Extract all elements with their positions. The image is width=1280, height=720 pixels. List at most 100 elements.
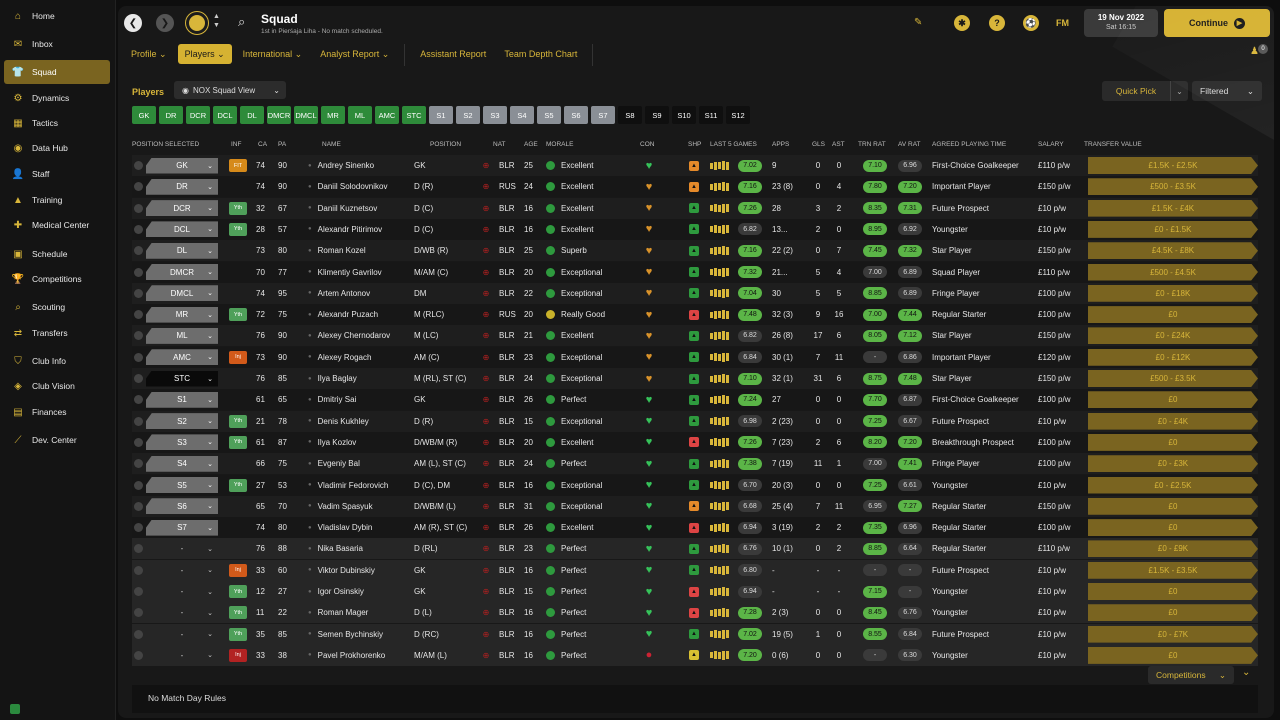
column-header[interactable]: APPS [772, 141, 790, 148]
transfer-value[interactable]: £0 - £9K [1088, 540, 1258, 558]
sidebar-item-squad[interactable]: 👕 Squad [4, 60, 110, 84]
transfer-value[interactable]: £500 - £3.5K [1088, 370, 1258, 387]
column-header[interactable]: GLS [812, 141, 826, 148]
position-dropdown[interactable]: - ⌄ [146, 647, 218, 663]
position-button-s5[interactable]: S5 [537, 106, 561, 124]
player-name[interactable]: Semen Bychinskiy [308, 624, 418, 645]
select-checkbox[interactable] [134, 374, 143, 383]
player-name[interactable]: Ilya Baglay [308, 368, 418, 389]
position-dropdown[interactable]: MR ⌄ [146, 306, 218, 323]
column-header[interactable]: CON [640, 141, 655, 148]
position-button-dmcr[interactable]: DMCR [267, 106, 291, 124]
tab-players[interactable]: Players ⌄ [177, 44, 232, 64]
status-badge[interactable]: Yth [229, 201, 247, 215]
player-name[interactable]: Andrey Sinenko [308, 155, 418, 176]
position-dropdown[interactable]: S1 ⌄ [146, 391, 218, 408]
transfer-value[interactable]: £0 - £24K [1088, 327, 1258, 345]
select-checkbox[interactable] [134, 650, 143, 660]
status-badge[interactable]: Yth [229, 222, 247, 236]
player-name[interactable]: Roman Mager [308, 602, 418, 623]
select-checkbox[interactable] [134, 459, 143, 469]
select-checkbox[interactable] [134, 288, 143, 298]
sidebar-item-scouting[interactable]: ⌕ Scouting [4, 295, 110, 319]
select-checkbox[interactable] [134, 523, 143, 533]
position-button-s3[interactable]: S3 [483, 106, 507, 124]
collapse-chevron-icon[interactable]: ⌄ [1242, 667, 1251, 678]
tab-profile[interactable]: Profile ⌄ [131, 48, 167, 59]
forward-button[interactable]: ❯ [156, 14, 174, 32]
transfer-value[interactable]: £0 - £1.5K [1088, 220, 1258, 238]
position-dropdown[interactable]: - ⌄ [146, 541, 218, 557]
player-name[interactable]: Alexandr Pitirimov [308, 219, 418, 240]
player-name[interactable]: Viktor Dubinskiy [308, 560, 418, 581]
club-crest-icon[interactable] [186, 12, 208, 34]
chevron-down-icon[interactable]: ⌄ [1170, 81, 1188, 101]
column-header[interactable]: CA [258, 141, 268, 148]
status-badge[interactable]: Yth [229, 606, 247, 620]
sidebar-item-medical-center[interactable]: ✚ Medical Center [4, 213, 110, 237]
player-name[interactable]: Denis Kukhley [308, 411, 418, 432]
transfer-value[interactable]: £0 - £2.5K [1088, 476, 1258, 494]
position-button-s12[interactable]: S12 [726, 106, 750, 124]
column-header[interactable]: TRN RAT [858, 141, 886, 148]
quick-pick-button[interactable]: Quick Pick ⌄ [1102, 81, 1188, 101]
sidebar-item-schedule[interactable]: ▣ Schedule [4, 242, 110, 266]
sidebar-item-training[interactable]: ▲ Training [4, 188, 110, 212]
player-name[interactable]: Klimentiy Gavrilov [308, 262, 418, 283]
player-name[interactable]: Alexey Chernodarov [308, 325, 418, 346]
edit-icon[interactable]: ✎ [914, 17, 923, 28]
column-header[interactable]: POSITION [430, 141, 462, 148]
status-badge[interactable]: Yth [229, 478, 247, 492]
continue-button[interactable]: Continue ▶ [1164, 9, 1270, 37]
view-selector[interactable]: ◉ NOX Squad View ⌄ [174, 81, 286, 99]
select-checkbox[interactable] [134, 501, 143, 511]
tab-analyst-report[interactable]: Analyst Report ⌄ [320, 48, 390, 59]
column-header[interactable]: NAME [322, 141, 341, 148]
table-row[interactable]: GK⌄FIT7490Andrey SinenkoGK⊕BLR25Excellen… [132, 155, 1258, 176]
select-checkbox[interactable] [134, 161, 143, 170]
position-button-dcr[interactable]: DCR [186, 106, 210, 124]
status-badge[interactable]: FIT [229, 159, 247, 172]
column-header[interactable]: AGE [524, 141, 538, 148]
status-badge[interactable]: Yth [229, 414, 247, 428]
transfer-value[interactable]: £0 [1088, 583, 1258, 600]
sidebar-item-finances[interactable]: ▤ Finances [4, 400, 110, 424]
sidebar-item-dev-center[interactable]: ⟋ Dev. Center [4, 428, 110, 452]
table-row[interactable]: -⌄Inj3360Viktor DubinskiyGK⊕BLR16Perfect… [132, 559, 1258, 581]
position-button-s2[interactable]: S2 [456, 106, 480, 124]
position-button-dmcl[interactable]: DMCL [294, 106, 318, 124]
select-checkbox[interactable] [134, 224, 143, 234]
position-dropdown[interactable]: DCL ⌄ [146, 221, 218, 238]
player-name[interactable]: Daniil Solodovnikov [308, 176, 418, 197]
sidebar-item-club-info[interactable]: ⛉ Club Info [4, 349, 110, 373]
tab-international[interactable]: International ⌄ [242, 48, 303, 59]
position-button-dl[interactable]: DL [240, 106, 264, 124]
status-badge[interactable]: Inj [229, 563, 247, 577]
player-name[interactable]: Alexey Rogach [308, 347, 418, 368]
position-dropdown[interactable]: DR ⌄ [146, 178, 218, 195]
status-icon[interactable] [10, 704, 20, 714]
select-checkbox[interactable] [134, 352, 143, 362]
position-dropdown[interactable]: GK ⌄ [146, 157, 218, 174]
position-dropdown[interactable]: DCR ⌄ [146, 200, 218, 217]
position-dropdown[interactable]: S5 ⌄ [146, 477, 218, 493]
position-dropdown[interactable]: - ⌄ [146, 605, 218, 621]
notification-icon[interactable]: ♟ [1250, 46, 1259, 57]
select-checkbox[interactable] [134, 203, 143, 213]
position-button-stc[interactable]: STC [402, 106, 426, 124]
column-header[interactable]: POSITION SELECTED [132, 141, 200, 148]
transfer-value[interactable]: £0 - £7K [1088, 625, 1258, 643]
select-checkbox[interactable] [134, 629, 143, 639]
